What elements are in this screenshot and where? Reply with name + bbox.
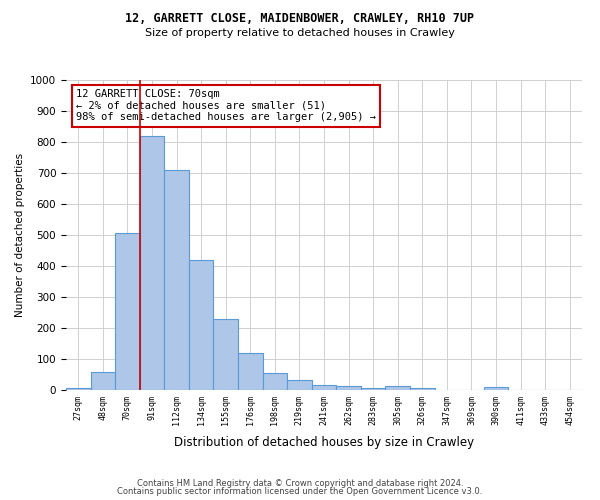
Bar <box>263 373 287 390</box>
Text: Size of property relative to detached houses in Crawley: Size of property relative to detached ho… <box>145 28 455 38</box>
Bar <box>189 260 214 390</box>
Bar <box>140 136 164 390</box>
Text: Contains public sector information licensed under the Open Government Licence v3: Contains public sector information licen… <box>118 487 482 496</box>
Bar <box>385 386 410 390</box>
Text: 12, GARRETT CLOSE, MAIDENBOWER, CRAWLEY, RH10 7UP: 12, GARRETT CLOSE, MAIDENBOWER, CRAWLEY,… <box>125 12 475 26</box>
Bar <box>214 318 238 390</box>
Bar <box>91 372 115 390</box>
Bar <box>287 380 312 390</box>
Text: Contains HM Land Registry data © Crown copyright and database right 2024.: Contains HM Land Registry data © Crown c… <box>137 478 463 488</box>
Bar <box>115 234 140 390</box>
Bar <box>336 386 361 390</box>
X-axis label: Distribution of detached houses by size in Crawley: Distribution of detached houses by size … <box>174 436 474 449</box>
Bar <box>410 388 434 390</box>
Bar <box>66 388 91 390</box>
Bar <box>238 354 263 390</box>
Y-axis label: Number of detached properties: Number of detached properties <box>14 153 25 317</box>
Bar <box>484 387 508 390</box>
Bar <box>164 170 189 390</box>
Text: 12 GARRETT CLOSE: 70sqm
← 2% of detached houses are smaller (51)
98% of semi-det: 12 GARRETT CLOSE: 70sqm ← 2% of detached… <box>76 90 376 122</box>
Bar <box>361 388 385 390</box>
Bar <box>312 384 336 390</box>
